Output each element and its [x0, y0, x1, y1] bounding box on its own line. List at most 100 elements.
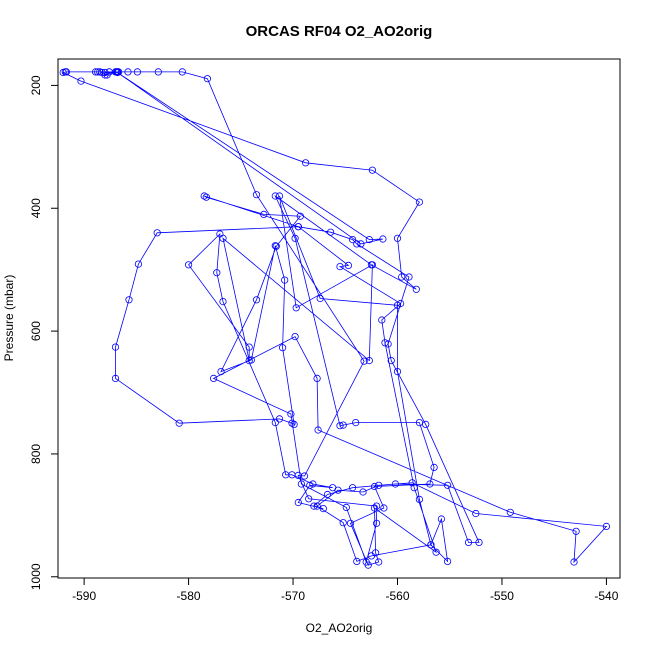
data-point: [125, 296, 133, 304]
y-axis: 200 400 600 800 1000: [29, 75, 58, 590]
data-point: [475, 538, 483, 547]
data-point: [360, 357, 368, 365]
x-tick-label: -570: [281, 589, 305, 603]
data-point: [217, 367, 225, 376]
data-point: [300, 472, 309, 480]
data-point: [313, 502, 321, 510]
x-tick-label: -550: [490, 589, 514, 603]
data-point: [348, 484, 357, 492]
y-tick-label: 600: [29, 321, 43, 341]
data-point: [101, 68, 109, 77]
data-point: [316, 294, 324, 303]
data-point: [272, 242, 280, 250]
data-point: [357, 240, 365, 248]
data-point: [375, 558, 383, 566]
data-point: [408, 479, 416, 487]
data-point: [154, 68, 162, 76]
x-tick-label: -560: [385, 589, 409, 603]
data-point: [305, 495, 313, 503]
data-point: [306, 481, 314, 489]
data-point: [275, 192, 284, 200]
data-point: [291, 332, 299, 341]
data-point: [313, 374, 321, 382]
data-point: [398, 273, 406, 281]
data-point: [353, 240, 361, 248]
x-axis-label: O2_AO2orig: [306, 621, 373, 635]
data-point: [353, 557, 361, 566]
y-tick-label: 400: [29, 198, 43, 218]
data-point: [291, 234, 299, 242]
data-point: [334, 486, 342, 494]
data-point: [185, 261, 193, 269]
data-point: [437, 515, 445, 523]
data-point: [362, 558, 370, 566]
data-point: [252, 191, 261, 199]
y-tick-label: 800: [29, 444, 43, 464]
data-point: [271, 418, 279, 427]
data-point: [365, 236, 373, 244]
series-line: [61, 71, 608, 566]
data-point: [339, 519, 347, 527]
data-point: [134, 260, 142, 268]
data-point: [245, 343, 253, 351]
data-point: [344, 261, 352, 269]
data-point: [296, 212, 304, 220]
data-point: [287, 410, 295, 418]
x-axis: -590 -580 -570 -560 -550 -540: [72, 578, 619, 603]
data-point: [430, 463, 438, 471]
data-point: [219, 234, 227, 242]
data-point: [290, 420, 298, 428]
data-point: [292, 304, 300, 312]
data-point: [275, 415, 284, 423]
x-tick-label: -580: [177, 589, 201, 603]
data-point: [252, 296, 261, 304]
data-point: [365, 356, 373, 365]
data-point: [301, 159, 310, 167]
data-point: [410, 484, 418, 492]
data-point: [372, 519, 381, 527]
data-point: [412, 285, 420, 293]
data-point: [326, 228, 335, 236]
data-point: [294, 498, 302, 507]
y-tick-label: 1000: [29, 563, 43, 590]
data-point: [153, 229, 161, 237]
data-point: [348, 236, 357, 244]
data-point: [381, 339, 389, 347]
data-point: [387, 356, 395, 365]
data-point: [323, 490, 332, 499]
data-point: [178, 68, 186, 76]
data-point: [380, 504, 388, 512]
data-point: [113, 68, 122, 76]
data-point: [570, 558, 578, 566]
data-point: [319, 504, 327, 513]
data-point: [415, 495, 423, 503]
data-point: [443, 481, 452, 489]
data-point: [367, 552, 375, 560]
data-point: [309, 480, 317, 488]
data-point: [175, 419, 183, 427]
plot-area: [59, 68, 611, 569]
data-point: [426, 480, 434, 488]
data-point: [133, 68, 141, 76]
data-point: [111, 343, 120, 351]
data-point: [202, 193, 210, 201]
data-point: [372, 502, 381, 510]
data-point: [368, 166, 376, 174]
data-point: [94, 68, 102, 76]
data-point: [111, 68, 120, 76]
data-point: [405, 273, 413, 281]
data-point: [96, 68, 104, 76]
data-point: [359, 488, 367, 496]
x-tick-label: -590: [72, 589, 96, 603]
data-point: [271, 242, 279, 250]
data-point: [213, 269, 221, 277]
chart-title: ORCAS RF04 O2_AO2orig: [246, 23, 433, 40]
data-point: [368, 261, 376, 269]
data-point: [393, 301, 402, 309]
plot-frame: [57, 58, 621, 579]
data-point: [61, 68, 69, 76]
data-point: [422, 420, 430, 428]
data-point: [375, 481, 383, 489]
data-point: [472, 509, 480, 518]
data-point: [297, 480, 305, 488]
